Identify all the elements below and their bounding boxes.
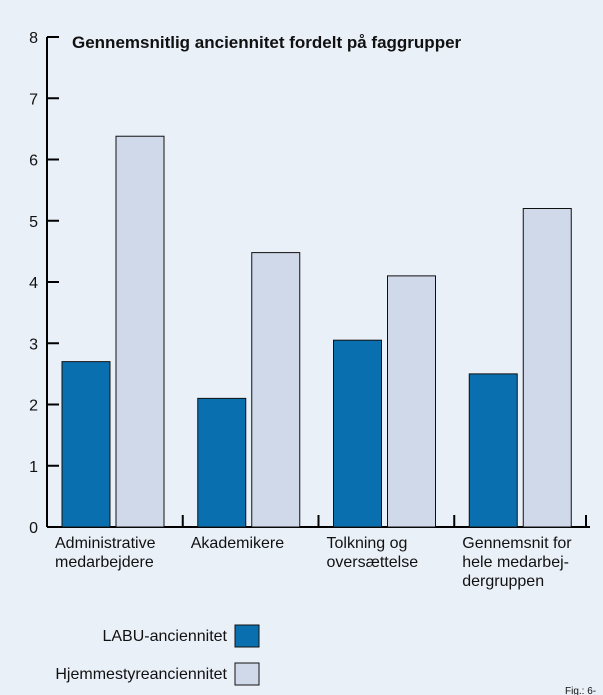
bars	[61, 135, 572, 528]
y-tick-label: 2	[29, 398, 38, 415]
y-tick-label: 6	[29, 153, 38, 170]
y-tick-label: 8	[29, 30, 38, 47]
bar-labu-0	[61, 361, 111, 528]
bar-hjemmestyre-3	[522, 208, 572, 528]
category-label: Akademikere	[191, 535, 284, 552]
y-tick-label: 5	[29, 214, 38, 231]
y-tick-label: 3	[29, 336, 38, 353]
y-tick-label: 0	[29, 520, 38, 537]
legend-swatch	[234, 624, 260, 648]
y-tick-label: 4	[29, 275, 38, 292]
legend: LABU-anciennitet Hjemmestyreanciennitet	[55, 624, 260, 686]
bar-labu-2	[333, 339, 382, 528]
bar-labu-1	[197, 397, 247, 528]
y-axis: 0 1 2 3 4 5 6 7 8	[29, 30, 59, 537]
bar-hjemmestyre-1	[251, 252, 301, 528]
y-tick-label: 1	[29, 459, 38, 476]
bar-hjemmestyre-0	[115, 135, 165, 528]
legend-label: Hjemmestyreanciennitet	[55, 666, 227, 683]
category-labels: Administrative medarbejdere Akademikere Tol…	[55, 535, 572, 590]
legend-label: LABU-anciennitet	[102, 628, 227, 645]
chart-title: Gennemsnitlig anciennitet fordelt på fag…	[72, 33, 462, 52]
figure-label: Fig.: 6-	[565, 686, 596, 695]
y-tick-label: 7	[29, 91, 38, 108]
category-label: Administrative medarbejdere	[55, 535, 156, 571]
legend-swatch	[234, 662, 260, 686]
category-label: Tolkning og oversættelse	[327, 535, 419, 571]
category-label: Gennemsnit for hele medarbej-dergruppen	[462, 535, 572, 590]
bar-hjemmestyre-2	[387, 275, 436, 528]
bar-labu-3	[468, 373, 518, 528]
